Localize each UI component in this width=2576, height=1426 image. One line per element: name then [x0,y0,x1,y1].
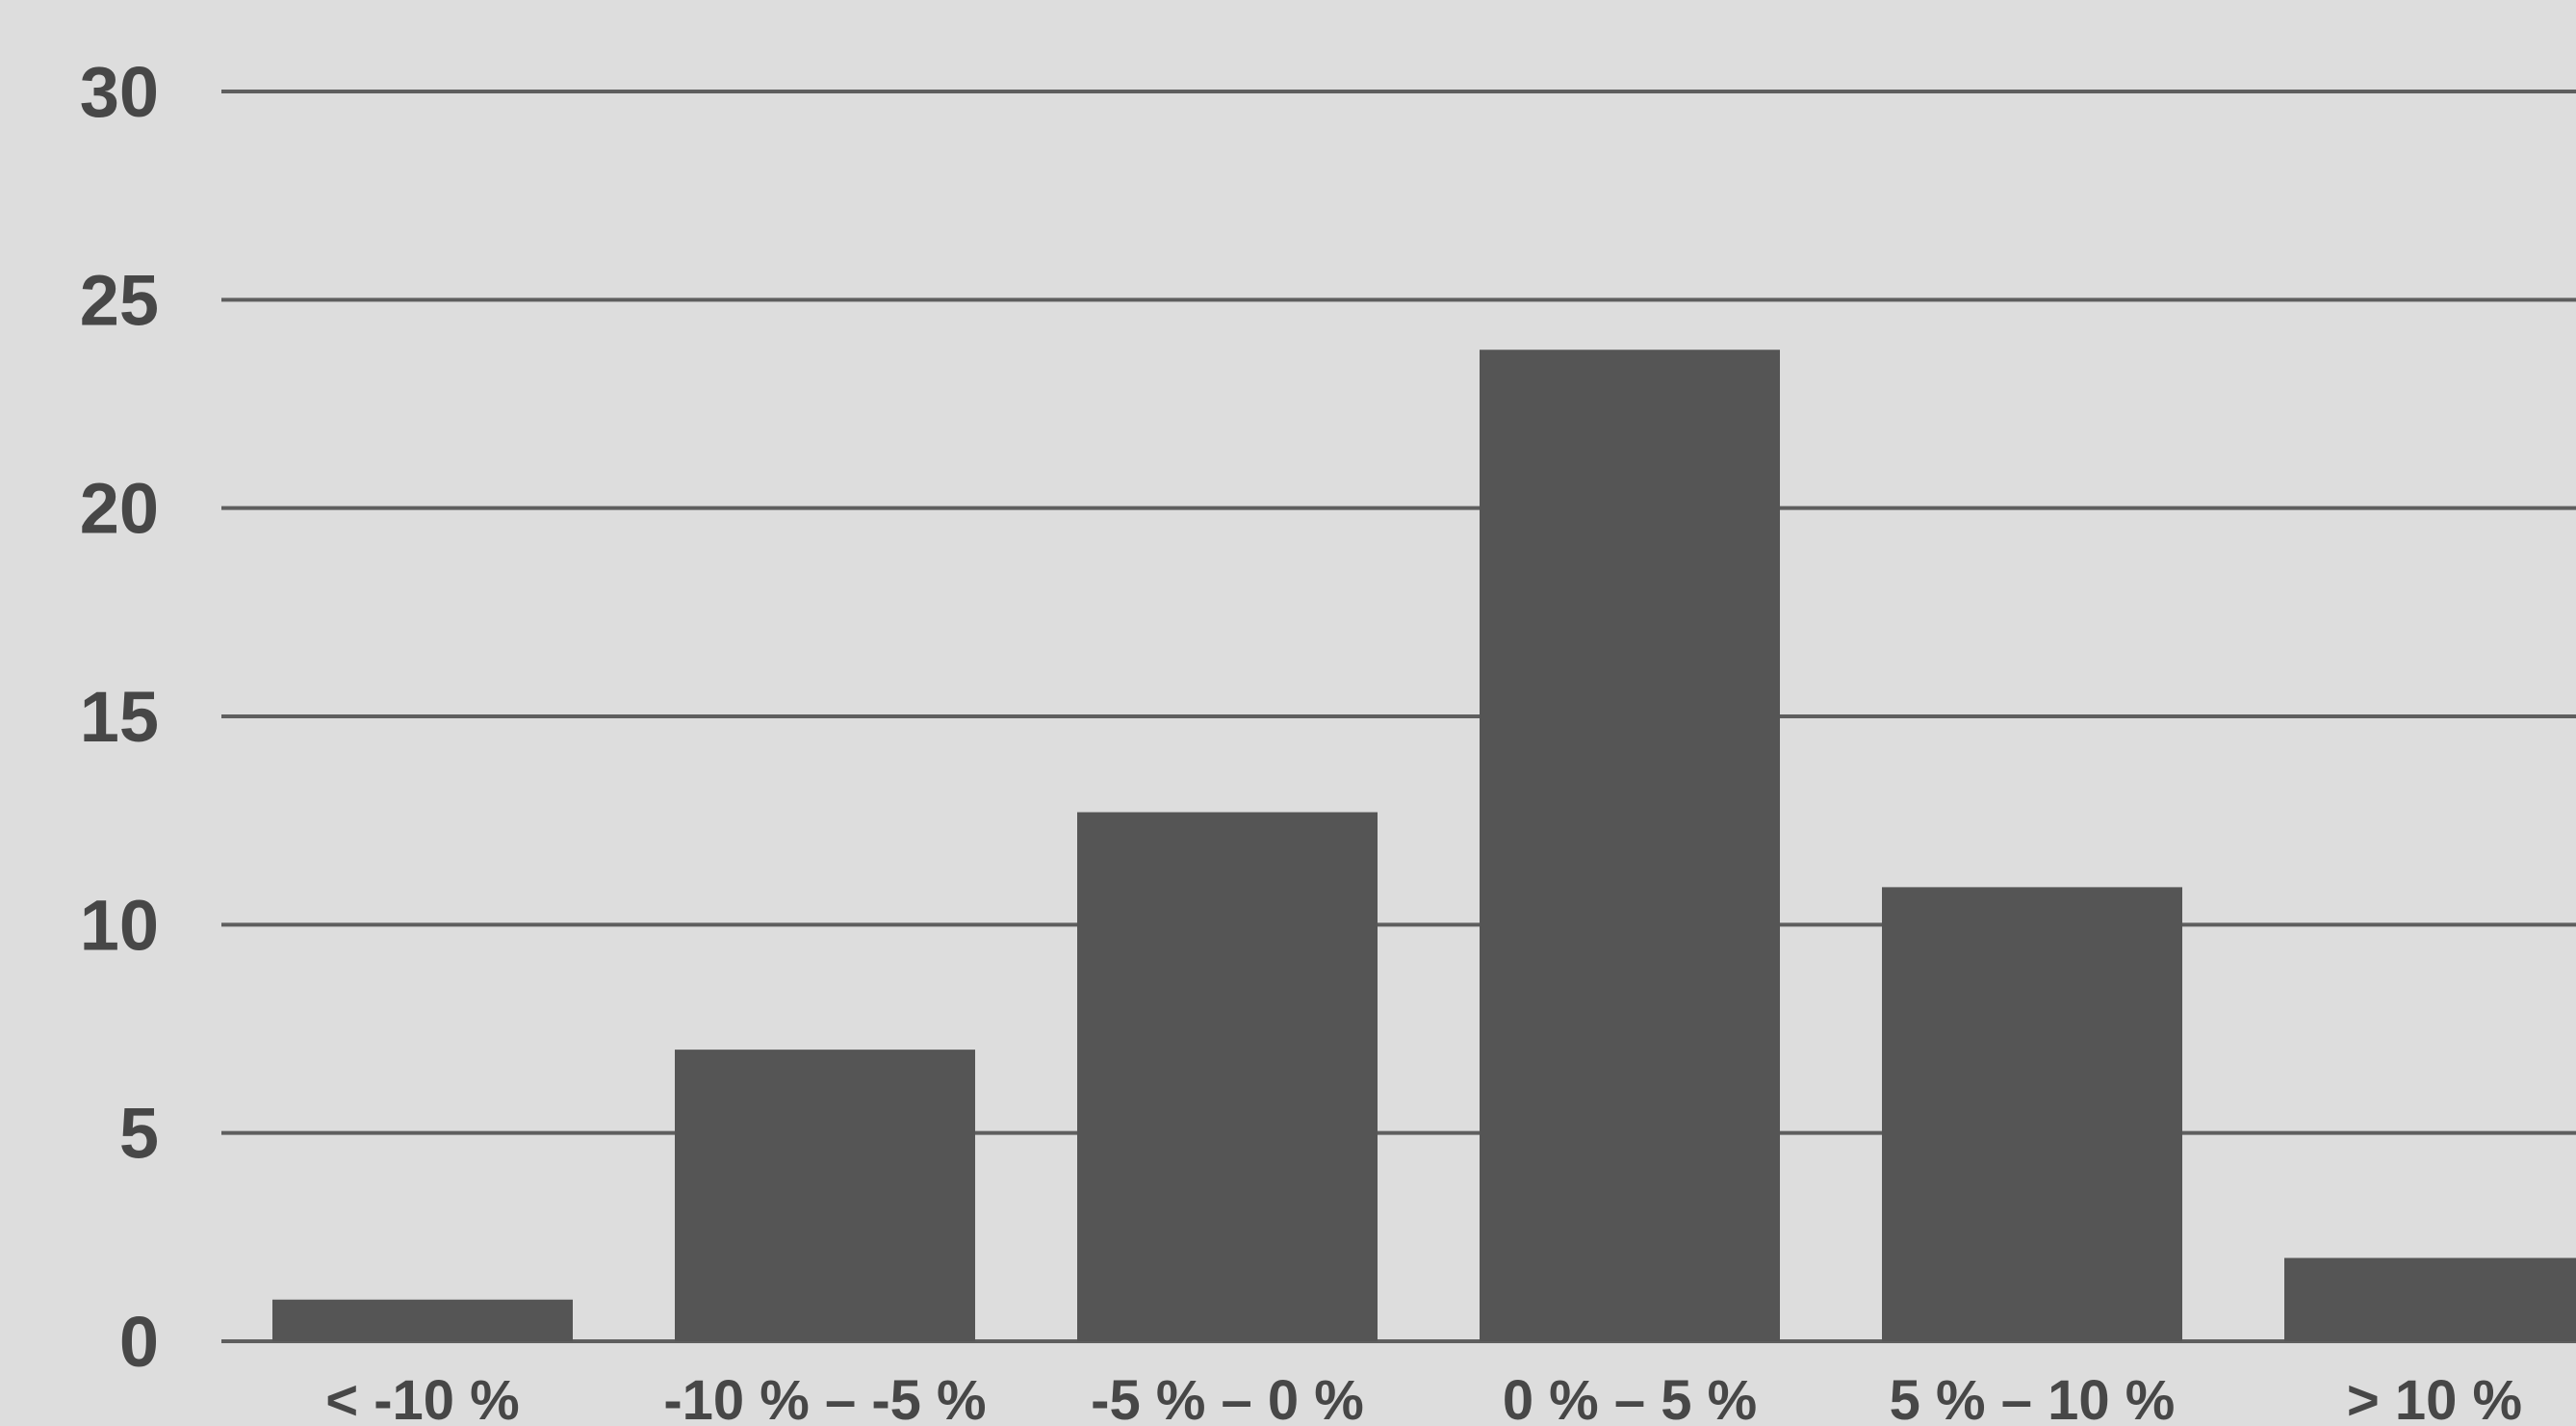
x-tick-label: -10 % – -5 % [663,1369,986,1426]
bar-1 [675,1050,975,1341]
bar-5 [2284,1257,2576,1341]
x-tick-label: 5 % – 10 % [1890,1369,2176,1426]
y-tick-label: 20 [80,469,159,549]
x-tick-label: > 10 % [2347,1369,2522,1426]
x-tick-label: < -10 % [325,1369,520,1426]
bar-4 [1882,887,2182,1341]
bar-0 [272,1299,573,1341]
y-tick-label: 0 [119,1302,159,1382]
y-tick-label: 25 [80,260,159,340]
x-tick-label: -5 % – 0 % [1091,1369,1364,1426]
y-tick-label: 30 [80,52,159,132]
y-tick-label: 15 [80,677,159,757]
y-tick-label: 5 [119,1094,159,1174]
x-tick-label: 0 % – 5 % [1503,1369,1757,1426]
gridlines [221,90,2576,1343]
y-tick-label: 10 [80,885,159,965]
x-axis-ticks: < -10 % -10 % – -5 % -5 % – 0 % 0 % – 5 % 5 … [325,1369,2522,1426]
bar-2 [1077,812,1378,1341]
y-axis-ticks: 0 5 10 15 20 25 30 [80,52,159,1382]
bar-3 [1480,350,1780,1342]
bars [272,350,2576,1342]
